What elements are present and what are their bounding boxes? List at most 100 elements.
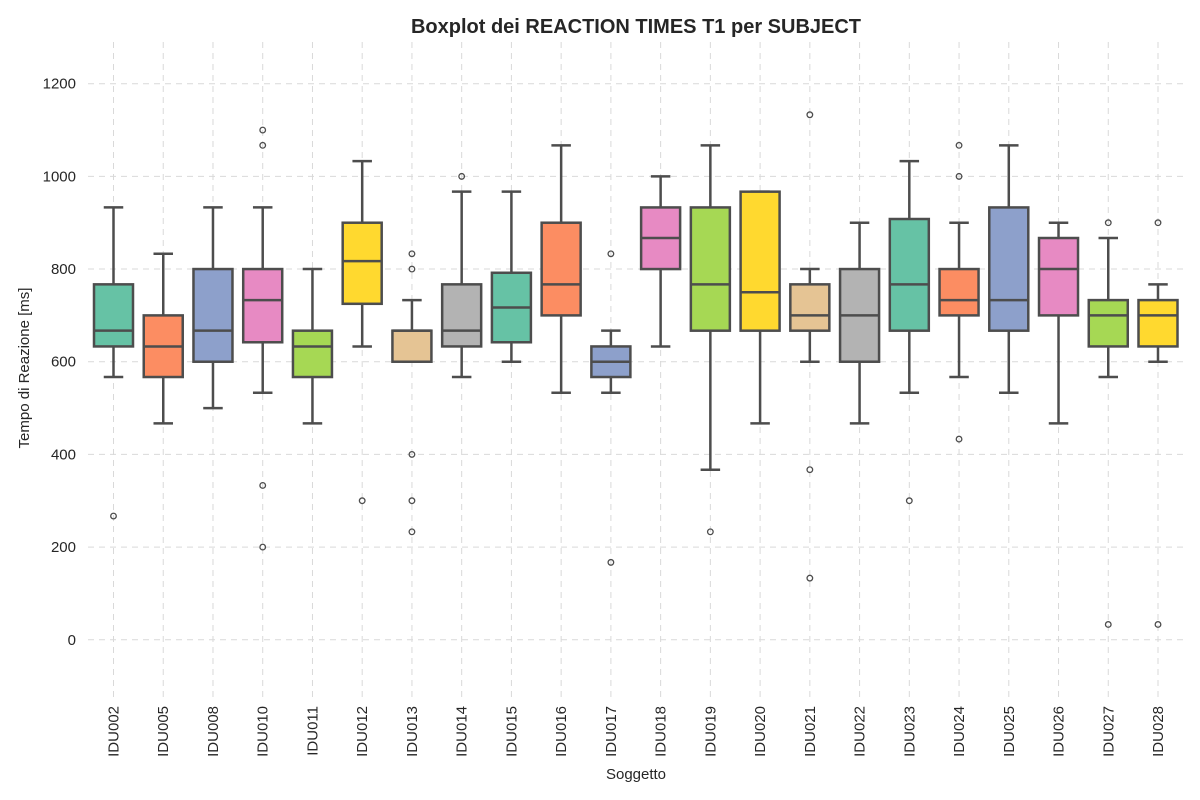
box-IDU028	[1137, 219, 1179, 628]
box-IDU018	[639, 175, 682, 348]
outlier-point	[408, 497, 416, 505]
x-tick-label: IDU027	[1100, 706, 1117, 757]
box-IDU021	[789, 111, 831, 582]
outlier-point	[1154, 219, 1162, 227]
x-tick-label: IDU014	[454, 706, 471, 757]
outlier-point	[1104, 621, 1112, 628]
outlier-point	[408, 528, 416, 536]
box-IDU015	[490, 190, 533, 363]
x-axis-label: Soggetto	[606, 766, 666, 783]
y-tick-label: 1200	[43, 76, 76, 93]
outlier-point	[706, 528, 714, 536]
box-IDU008	[192, 206, 234, 410]
x-tick-label: IDU026	[1051, 706, 1068, 757]
box-rect	[789, 283, 831, 332]
outlier-point	[806, 574, 814, 582]
box-IDU023	[888, 159, 931, 505]
box-rect	[938, 267, 980, 317]
x-tick-label: IDU008	[205, 706, 222, 757]
outlier-point	[259, 141, 267, 149]
outlier-point	[955, 435, 963, 443]
y-tick-label: 200	[51, 539, 76, 556]
outlier-point	[955, 141, 963, 149]
box-IDU024	[938, 141, 980, 443]
outlier-point	[806, 466, 814, 474]
x-tick-label: IDU012	[354, 706, 371, 757]
box-rect	[689, 206, 732, 332]
outlier-point	[408, 250, 416, 258]
x-tick-label: IDU016	[553, 706, 570, 757]
y-axis-ticks: 0 200 400 600 800 1000 1200	[43, 76, 76, 649]
box-IDU016	[540, 144, 582, 395]
box-IDU010	[241, 126, 284, 551]
box-IDU022	[838, 221, 881, 425]
outlier-point	[1104, 219, 1112, 227]
x-tick-label: IDU020	[752, 706, 769, 757]
outlier-point	[607, 558, 615, 566]
y-grid	[88, 83, 1185, 641]
box-rect	[540, 221, 582, 317]
box-IDU025	[988, 144, 1030, 395]
box-rect	[440, 283, 483, 348]
outlier-point	[905, 497, 913, 505]
y-tick-label: 400	[51, 446, 76, 463]
box-rect	[739, 190, 781, 332]
box-rect	[1137, 298, 1179, 348]
outlier-point	[1154, 621, 1162, 628]
box-rect	[341, 221, 383, 306]
x-tick-label: IDU028	[1150, 706, 1167, 757]
box-IDU026	[1037, 221, 1080, 425]
x-tick-label: IDU015	[503, 706, 520, 757]
x-tick-label: IDU002	[106, 706, 123, 757]
outlier-point	[607, 250, 615, 258]
box-rect	[192, 267, 234, 363]
x-tick-label: IDU013	[404, 706, 421, 757]
x-tick-label: IDU021	[802, 706, 819, 757]
box-IDU020	[739, 190, 781, 425]
x-axis-ticks: IDU002 IDU005 IDU008 IDU010 IDU011 IDU012 IDU0…	[106, 706, 1168, 757]
box-IDU019	[689, 144, 732, 536]
outlier-point	[806, 111, 814, 119]
x-tick-label: IDU005	[155, 706, 172, 757]
box-rect	[1037, 236, 1080, 317]
box-rect	[291, 329, 334, 379]
x-tick-label: IDU022	[852, 706, 869, 757]
outlier-point	[408, 265, 416, 273]
outlier-point	[259, 482, 267, 489]
x-grid	[113, 42, 1159, 700]
x-tick-label: IDU011	[304, 706, 321, 756]
y-axis-label: Tempo di Reazione [ms]	[16, 288, 33, 449]
outlier-point	[458, 172, 466, 180]
box-rect	[888, 217, 931, 332]
outlier-point	[110, 512, 117, 520]
box-IDU013	[391, 250, 433, 536]
box-IDU017	[590, 250, 632, 566]
boxes	[92, 111, 1179, 628]
x-tick-label: IDU019	[702, 706, 719, 757]
y-tick-label: 1000	[43, 168, 76, 185]
x-tick-label: IDU023	[901, 706, 918, 757]
box-rect	[1087, 298, 1130, 348]
outlier-point	[408, 450, 416, 458]
x-tick-label: IDU017	[603, 706, 620, 757]
box-rect	[92, 283, 135, 348]
chart-title: Boxplot dei REACTION TIMES T1 per SUBJEC…	[411, 16, 861, 38]
box-IDU011	[291, 267, 334, 425]
y-tick-label: 600	[51, 354, 76, 371]
box-rect	[241, 267, 284, 344]
x-tick-label: IDU010	[255, 706, 272, 757]
outlier-point	[259, 126, 267, 134]
box-IDU012	[341, 159, 383, 505]
outlier-point	[358, 497, 366, 505]
x-tick-label: IDU018	[653, 706, 670, 757]
outlier-point	[259, 543, 267, 551]
box-rect	[391, 329, 433, 363]
y-tick-label: 800	[51, 261, 76, 278]
y-tick-label: 0	[68, 632, 76, 649]
box-IDU005	[142, 252, 184, 425]
box-IDU014	[440, 172, 483, 379]
x-tick-label: IDU025	[1001, 706, 1018, 757]
box-IDU002	[92, 206, 135, 520]
x-tick-label: IDU024	[951, 706, 968, 757]
